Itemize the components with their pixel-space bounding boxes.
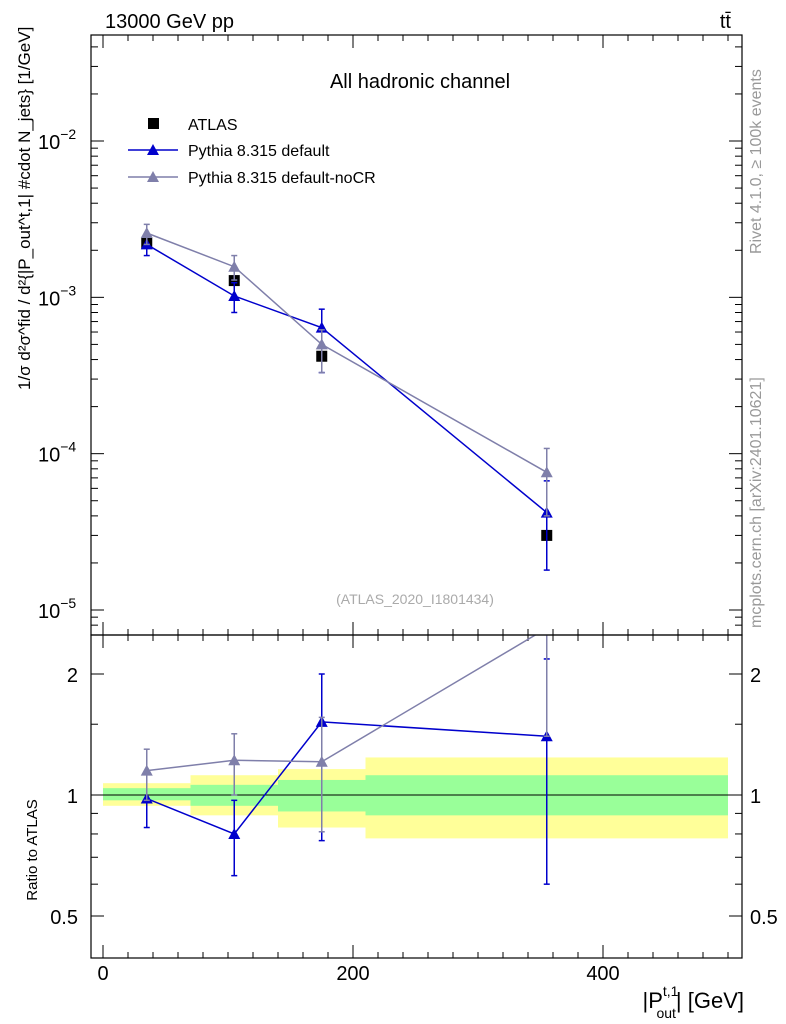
main-triangle-marker xyxy=(140,226,153,238)
main-panel-ticks xyxy=(91,35,742,635)
legend-triangle-marker xyxy=(147,144,159,155)
ratio-y-tick-label-right: 1 xyxy=(750,786,761,808)
ratio-series-line xyxy=(146,721,547,835)
legend: ATLAS Pythia 8.315 default Pythia 8.315 de… xyxy=(128,117,376,187)
ratio-series-line xyxy=(146,635,537,772)
ratio-triangle-marker xyxy=(541,622,553,633)
ratio-y-tick-label-right: 0.5 xyxy=(750,907,778,929)
main-triangle-marker xyxy=(540,466,553,478)
ratio-y-tick-labels: 0.5 0.5 1 1 2 2 xyxy=(50,665,778,929)
main-series-line xyxy=(146,243,548,514)
main-y-tick-label: 10−2 xyxy=(38,126,76,154)
ratio-y-tick-label: 0.5 xyxy=(50,907,78,929)
x-tick-label: 200 xyxy=(336,963,369,985)
main-panel-title: All hadronic channel xyxy=(330,71,510,93)
main-triangle-marker xyxy=(228,289,241,301)
ratio-panel-ticks xyxy=(91,635,742,958)
x-tick-label: 400 xyxy=(586,963,619,985)
ratio-triangle-marker xyxy=(315,755,328,767)
legend-atlas-marker xyxy=(148,118,159,129)
main-triangle-marker xyxy=(228,260,241,272)
ratio-triangle-marker xyxy=(228,827,241,839)
main-triangle-marker xyxy=(315,338,328,350)
main-y-tick-label: 10−4 xyxy=(38,439,76,467)
rivet-version-label: Rivet 4.1.0, ≥ 100k events xyxy=(748,69,765,254)
legend-triangle-marker xyxy=(147,171,159,182)
legend-label: ATLAS xyxy=(188,117,238,134)
ratio-panel-bands xyxy=(103,757,728,839)
main-y-tick-label: 10−3 xyxy=(38,282,76,310)
legend-label: Pythia 8.315 default-noCR xyxy=(188,170,376,187)
ratio-y-axis-label: Ratio to ATLAS xyxy=(24,799,41,900)
x-tick-label: 0 xyxy=(97,963,108,985)
legend-label: Pythia 8.315 default xyxy=(188,143,330,160)
main-panel-series xyxy=(140,223,553,571)
ratio-triangle-marker xyxy=(140,764,153,776)
main-series-line xyxy=(146,232,548,473)
source-label: mcplots.cern.ch [arXiv:2401.10621] xyxy=(748,377,765,628)
ratio-y-tick-label-right: 2 xyxy=(750,665,761,687)
analysis-watermark: (ATLAS_2020_I1801434) xyxy=(336,591,494,607)
header-process-label: tt̄ xyxy=(720,11,732,33)
x-tick-labels: 0 200 400 xyxy=(97,963,619,985)
header-collision-label: 13000 GeV pp xyxy=(105,11,234,33)
ratio-y-tick-label: 2 xyxy=(67,665,78,687)
ratio-panel-series xyxy=(140,622,553,885)
ratio-y-tick-label: 1 xyxy=(67,786,78,808)
ratio-triangle-marker xyxy=(228,754,241,766)
main-y-tick-labels: 10−5 10−4 10−3 10−2 xyxy=(38,126,76,623)
main-y-axis-label: 1/σ d²σ^fid / d²{|P_out^t,1| #cdot N_jet… xyxy=(15,27,34,390)
x-axis-label: |Pt,1 out| [GeV] xyxy=(642,983,744,1021)
main-y-tick-label: 10−5 xyxy=(38,595,76,623)
ratio-panel-frame xyxy=(90,634,743,959)
